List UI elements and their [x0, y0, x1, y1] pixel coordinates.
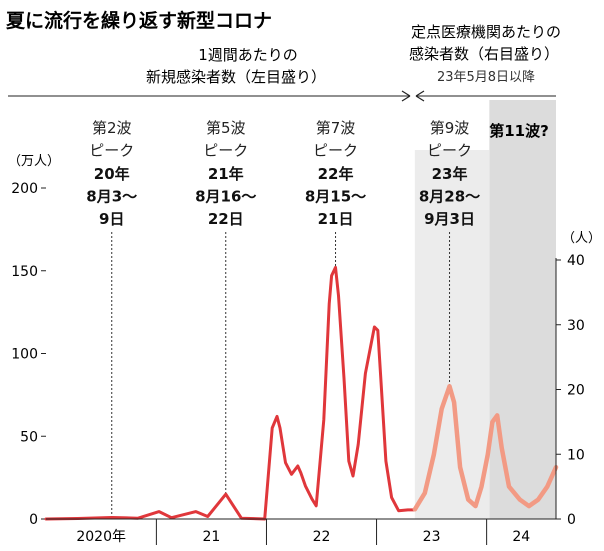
right-range-arrowhead: [415, 90, 425, 102]
year-label: 22: [313, 529, 331, 545]
right-series-caption-2: 感染者数（右目盛り）: [409, 45, 559, 63]
right-axis-unit: （人）: [562, 231, 601, 246]
year-label: 23: [423, 529, 441, 545]
year-label: 2020年: [76, 529, 126, 545]
right-tick-label: 40: [567, 253, 585, 269]
peak-label: 22年: [318, 165, 354, 183]
right-series-caption-1: 定点医療機関あたりの: [411, 23, 561, 41]
left-tick-label: 100: [11, 347, 38, 363]
series-lines: [44, 265, 559, 521]
post-may-2023-shade: [414, 150, 490, 519]
left-tick-label: 50: [20, 429, 38, 445]
peak-label: 21年: [208, 165, 244, 183]
peak-label: 21日: [318, 210, 354, 228]
peak-label: 第9波: [430, 119, 470, 137]
peak-label: 8月3～: [86, 188, 137, 206]
left-tick-label: 200: [11, 181, 38, 197]
peak-label: ピーク: [89, 142, 134, 160]
peak-label: 9月3日: [424, 210, 475, 228]
left-series-caption-1: 1週間あたりの: [198, 46, 298, 64]
right-tick-label: 20: [567, 383, 585, 399]
peak-label: 8月16～: [195, 188, 256, 206]
peak-label: ピーク: [313, 142, 358, 160]
right-tick-label: 30: [567, 318, 585, 334]
peak-label: 第2波: [92, 119, 132, 137]
left-range-arrowhead: [401, 90, 411, 102]
left-tick-label: 150: [11, 264, 38, 280]
left-tick-label: 0: [29, 512, 38, 528]
peak-label: 第5波: [206, 119, 246, 137]
peak-label: 第7波: [316, 119, 356, 137]
weekly-cases-line: [44, 265, 417, 521]
wave11-shade: [489, 100, 556, 519]
peak-label: 9日: [99, 210, 124, 228]
x-axis: 2020年 21 22 23 24: [76, 519, 530, 545]
peak-label: 20年: [94, 165, 130, 183]
year-label: 21: [203, 529, 221, 545]
peak-label: ピーク: [203, 142, 248, 160]
year-label: 24: [512, 529, 530, 545]
peak-label: 8月28～: [419, 188, 480, 206]
right-axis-ticks: 0 10 20 30 40: [556, 253, 585, 528]
left-series-caption-2: 新規感染者数（左目盛り）: [146, 68, 326, 86]
chart-title: 夏に流行を繰り返す新型コロナ: [6, 9, 272, 32]
right-tick-label: 0: [567, 512, 576, 528]
peak-label: 22日: [208, 210, 244, 228]
right-tick-label: 10: [567, 447, 585, 463]
sentinel-cases-line: [412, 384, 559, 512]
right-series-note: 23年5月8日以降: [437, 70, 535, 85]
peak-label: 8月15～: [305, 188, 366, 206]
left-axis-unit: （万人）: [8, 154, 60, 169]
wave11-label: 第11波?: [489, 122, 549, 140]
peak-label: ピーク: [427, 142, 472, 160]
peak-label: 23年: [432, 165, 468, 183]
left-axis-ticks: 0 50 100 150 200: [11, 181, 46, 528]
